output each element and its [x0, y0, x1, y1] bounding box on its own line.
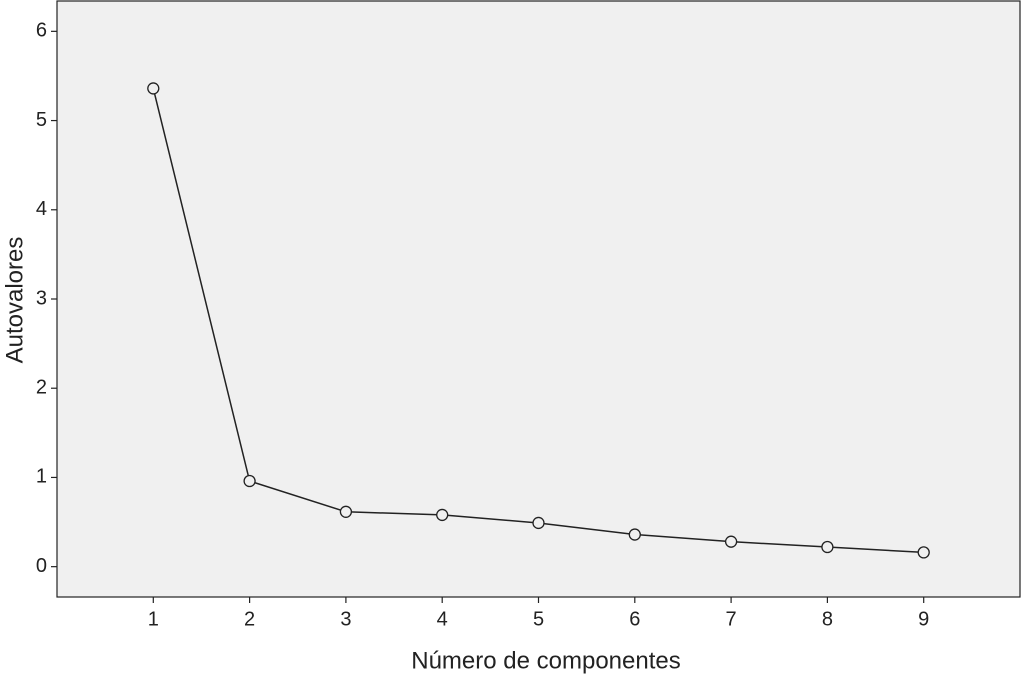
x-tick-label: 2: [244, 608, 255, 630]
data-point: [532, 516, 545, 530]
data-point: [628, 528, 641, 541]
x-tick-label: 9: [918, 608, 929, 630]
y-tick-label: 5: [36, 109, 47, 131]
data-point: [724, 535, 738, 548]
y-tick-label: 3: [36, 287, 47, 309]
data-point: [243, 474, 256, 488]
data-point: [917, 546, 930, 559]
data-point: [339, 505, 353, 518]
data-point: [821, 540, 834, 554]
x-tick-label: 6: [629, 608, 640, 630]
y-axis-title: Autovalores: [1, 237, 28, 364]
x-tick-label: 5: [533, 608, 544, 630]
x-tick-label: 8: [822, 608, 833, 630]
y-tick-label: 1: [36, 466, 47, 488]
x-tick-label: 7: [726, 608, 737, 630]
y-tick-label: 4: [36, 198, 47, 220]
x-tick-label: 4: [437, 608, 448, 630]
y-tick-label: 0: [36, 555, 47, 577]
data-point: [147, 82, 160, 95]
y-tick-label: 2: [36, 377, 47, 399]
data-point: [436, 508, 449, 522]
plot-area: [56, 0, 1021, 598]
x-axis-title: Número de componentes: [411, 647, 680, 674]
y-tick-label: 6: [36, 20, 47, 42]
x-tick-label: 1: [148, 608, 159, 630]
x-tick-label: 3: [340, 608, 351, 630]
